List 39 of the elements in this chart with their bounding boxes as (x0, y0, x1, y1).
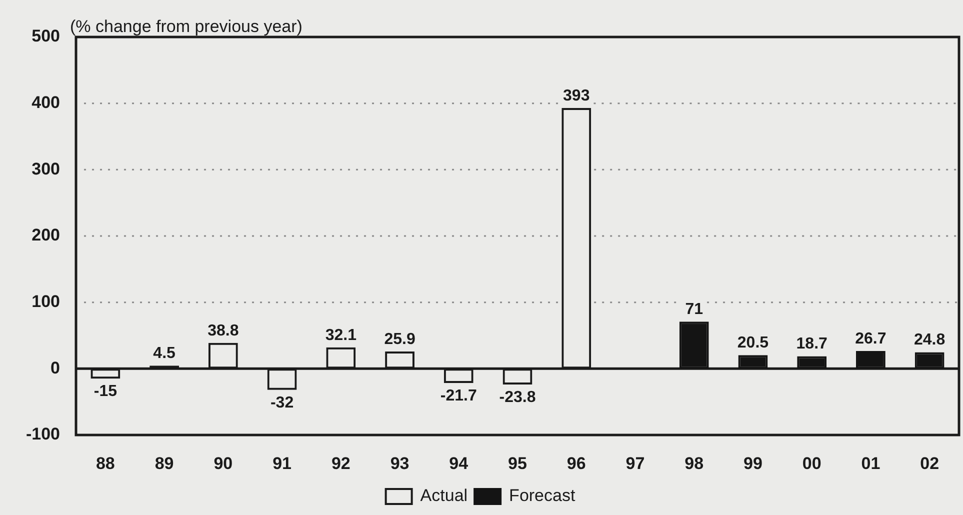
y-axis-title: (% change from previous year) (70, 17, 302, 36)
data-label: -21.7 (440, 387, 477, 404)
data-label: 393 (563, 87, 590, 104)
data-label: 20.5 (737, 334, 769, 352)
x-tick-label: 88 (96, 454, 115, 473)
x-tick-label: 91 (272, 454, 292, 473)
x-tick-label: 89 (154, 454, 174, 473)
data-label: 26.7 (855, 330, 886, 348)
x-tick-label: 93 (390, 454, 410, 473)
x-tick-label: 90 (214, 454, 233, 473)
x-tick-label: 98 (684, 454, 704, 473)
data-label: 18.7 (796, 336, 828, 353)
data-label: 4.5 (153, 345, 176, 362)
data-label: 24.8 (914, 332, 946, 349)
x-tick-label: 95 (508, 454, 527, 473)
data-label: -32 (270, 394, 294, 412)
data-label: -15 (94, 383, 118, 400)
legend-label: Actual (420, 486, 468, 506)
x-tick-label: 92 (331, 454, 350, 473)
y-tick-label: 500 (32, 26, 60, 46)
data-label: 71 (685, 300, 704, 318)
x-tick-label: 00 (802, 454, 822, 473)
y-tick-label: 100 (32, 292, 60, 312)
x-tick-label: 96 (566, 454, 586, 473)
y-tick-label: 200 (32, 226, 60, 245)
data-label: 25.9 (384, 330, 416, 348)
y-tick-label: -100 (26, 424, 60, 444)
x-tick-label: 01 (861, 454, 880, 473)
legend-label: Forecast (509, 486, 576, 506)
y-tick-label: 400 (32, 93, 60, 112)
data-label: 32.1 (325, 326, 357, 344)
data-label: 38.8 (208, 322, 239, 340)
data-label: -23.8 (499, 388, 536, 406)
x-tick-label: 99 (744, 454, 762, 473)
x-tick-label: 94 (449, 454, 469, 473)
x-tick-label: 97 (626, 454, 645, 473)
y-tick-label: 0 (50, 358, 60, 378)
x-tick-label: 02 (920, 454, 940, 473)
y-tick-label: 300 (32, 159, 60, 178)
